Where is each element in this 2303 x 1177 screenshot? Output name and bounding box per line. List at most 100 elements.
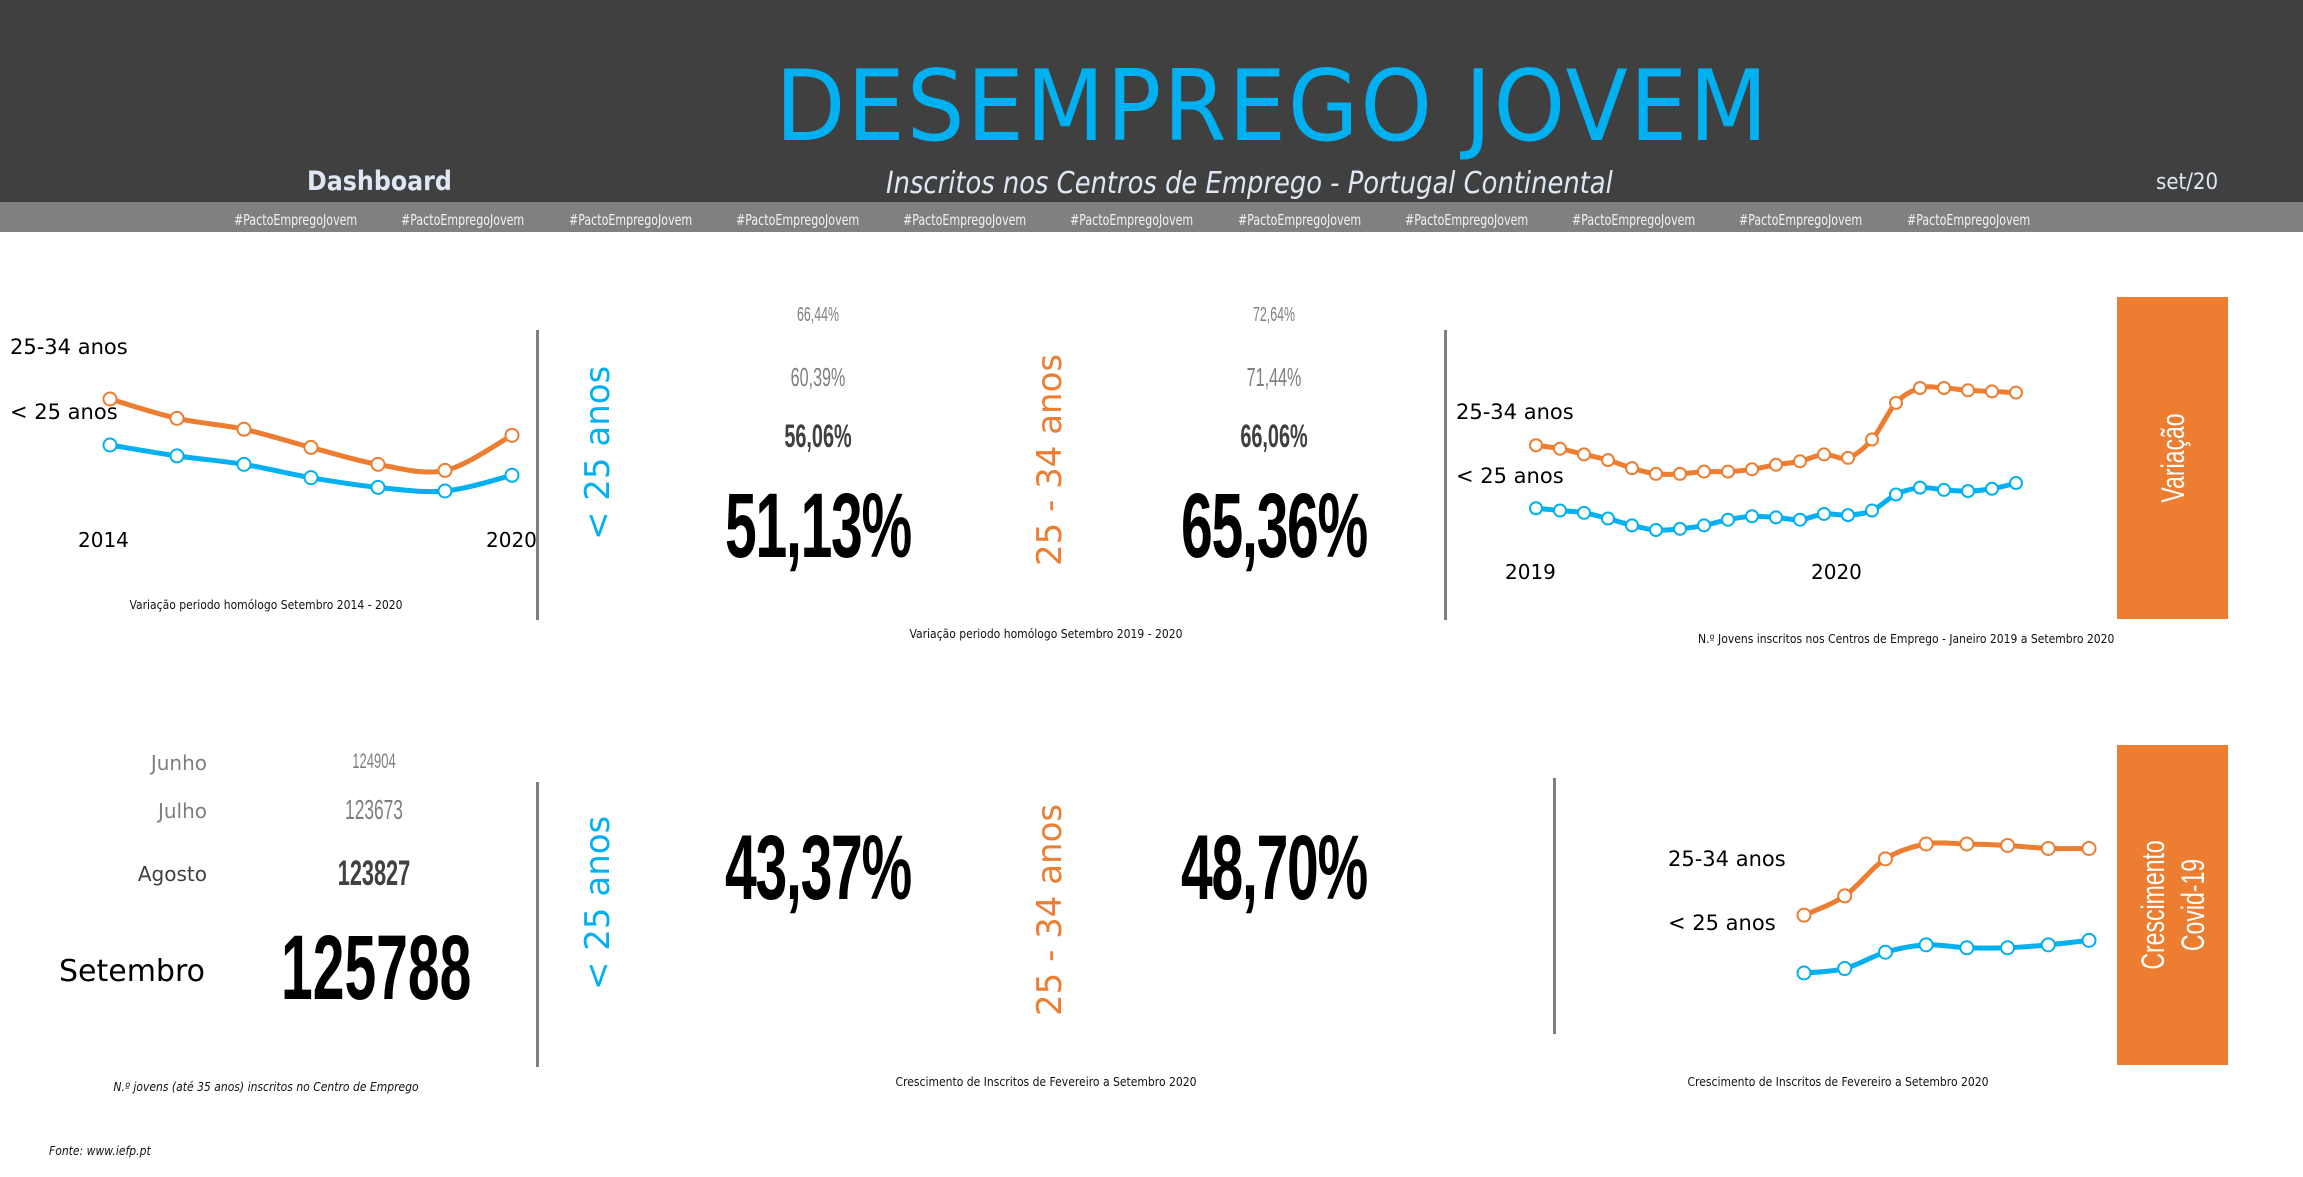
data-point [1721, 464, 1735, 479]
data-point [1577, 505, 1591, 520]
source-label: Fonte: www.iefp.pt [49, 1144, 151, 1158]
data-point [1697, 518, 1711, 533]
data-point [1877, 851, 1893, 867]
hashtag: #PactoEmpregoJovem [1070, 211, 1194, 229]
variacao-caption: Variação periodo homólogo Setembro 2019 … [909, 627, 1183, 641]
page-title-text: DESEMPREGO JOVEM [775, 50, 1770, 164]
data-point [1553, 503, 1567, 518]
hashtag: #PactoEmpregoJovem [234, 211, 358, 229]
data-point [1837, 961, 1853, 977]
data-point [1913, 480, 1927, 495]
data-point [1601, 453, 1615, 468]
hashtag: #PactoEmpregoJovem [1404, 211, 1529, 229]
data-point [1865, 503, 1879, 518]
data-point [2009, 385, 2023, 400]
data-point [1601, 511, 1615, 526]
data-point [1959, 836, 1975, 852]
data-point [1793, 512, 1807, 527]
data-point [102, 391, 118, 407]
monthly-totals-caption: N.º jovens (até 35 anos) inscritos no Ce… [113, 1080, 419, 1094]
annual-chart-caption: Variação periodo homólogo Setembro 2014 … [129, 598, 403, 612]
data-point [1553, 441, 1567, 456]
covid-tab[interactable]: Crescimento Covid-19 [2117, 745, 2228, 1065]
hashtag: #PactoEmpregoJovem [735, 211, 860, 229]
hashtag: #PactoEmpregoJovem [1906, 211, 2030, 229]
data-point [1577, 447, 1591, 462]
annual-line-chart [102, 391, 520, 499]
data-point [1961, 383, 1975, 398]
series-line-age-25-34 [107, 396, 515, 475]
month-value: 123827 [337, 854, 411, 893]
data-point [1625, 518, 1639, 533]
x-tick-label: 2019 [1505, 560, 1556, 584]
data-point [1817, 506, 1831, 521]
data-point [2081, 932, 2097, 948]
legend-25-34: 25-34 anos [1668, 847, 1786, 871]
age25-34-variation-2020: 65,36% [1180, 475, 1368, 577]
data-point [1673, 466, 1687, 481]
month-label: Julho [157, 799, 207, 823]
age25-34-variation-2018: 71,44% [1246, 362, 1302, 392]
data-point [370, 456, 386, 472]
under25-variation-2019: 56,06% [784, 418, 852, 454]
data-point [2040, 937, 2056, 953]
data-point [1769, 457, 1783, 472]
monthly-line-chart [1529, 381, 2023, 537]
data-point [1673, 521, 1687, 536]
date-label: set/20 [2156, 170, 2219, 195]
x-tick-label: 2020 [486, 528, 537, 552]
age25-34-covid-growth: 48,70% [1180, 817, 1368, 919]
monthly-chart-caption: N.º Jovens inscritos nos Centros de Empr… [1698, 632, 2115, 646]
data-point [102, 437, 118, 453]
data-point [1985, 481, 1999, 496]
data-point [370, 479, 386, 495]
data-point [2000, 940, 2016, 956]
legend-25-34: 25-34 anos [10, 335, 128, 359]
under25-variation-2020: 51,13% [724, 475, 912, 577]
data-point [1889, 395, 1903, 410]
covid-caption: Crescimento de Inscritos de Fevereiro a … [895, 1075, 1197, 1089]
hashtag-band [0, 202, 2303, 232]
divider [1444, 330, 1447, 620]
data-point [1625, 461, 1639, 476]
month-value: 124904 [352, 750, 396, 773]
data-point [1918, 836, 1934, 852]
hashtag: #PactoEmpregoJovem [1739, 211, 1863, 229]
data-point [1796, 907, 1812, 923]
data-point [1697, 464, 1711, 479]
month-value: 123673 [345, 794, 403, 825]
hashtag-list: #PactoEmpregoJovem #PactoEmpregoJovem #P… [234, 211, 2074, 229]
data-point [169, 410, 185, 426]
data-point [236, 421, 252, 437]
data-point [1796, 965, 1812, 981]
data-point [437, 483, 453, 499]
divider [536, 330, 539, 620]
under-25-vertical-label: < 25 anos [578, 815, 618, 990]
data-point [169, 448, 185, 464]
covid-tab-line1: Crescimento [2134, 840, 2171, 970]
data-point [2081, 840, 2097, 856]
legend-under-25: < 25 anos [1456, 464, 1564, 488]
data-point [1961, 484, 1975, 499]
covid-tab-line2: Covid-19 [2174, 858, 2211, 952]
data-point [1959, 940, 1975, 956]
covid-chart-caption: Crescimento de Inscritos de Fevereiro a … [1687, 1075, 1989, 1089]
x-tick-label: 2014 [78, 528, 129, 552]
data-point [1913, 381, 1927, 395]
data-point [1877, 944, 1893, 960]
age-25-34-vertical-label: 25 - 34 anos [1030, 803, 1070, 1016]
data-point [1745, 462, 1759, 477]
hashtag: #PactoEmpregoJovem [1237, 211, 1361, 229]
data-point [437, 462, 453, 478]
data-point [303, 470, 319, 486]
data-point [1649, 523, 1663, 537]
legend-under-25: < 25 anos [10, 400, 118, 424]
dashboard-label: Dashboard [307, 166, 452, 197]
divider [1553, 778, 1556, 1034]
data-point [236, 456, 252, 472]
data-point [1918, 937, 1934, 953]
variacao-tab[interactable]: Variação [2117, 297, 2228, 619]
hashtag: #PactoEmpregoJovem [401, 211, 525, 229]
data-point [2009, 476, 2023, 491]
data-point [1841, 508, 1855, 523]
